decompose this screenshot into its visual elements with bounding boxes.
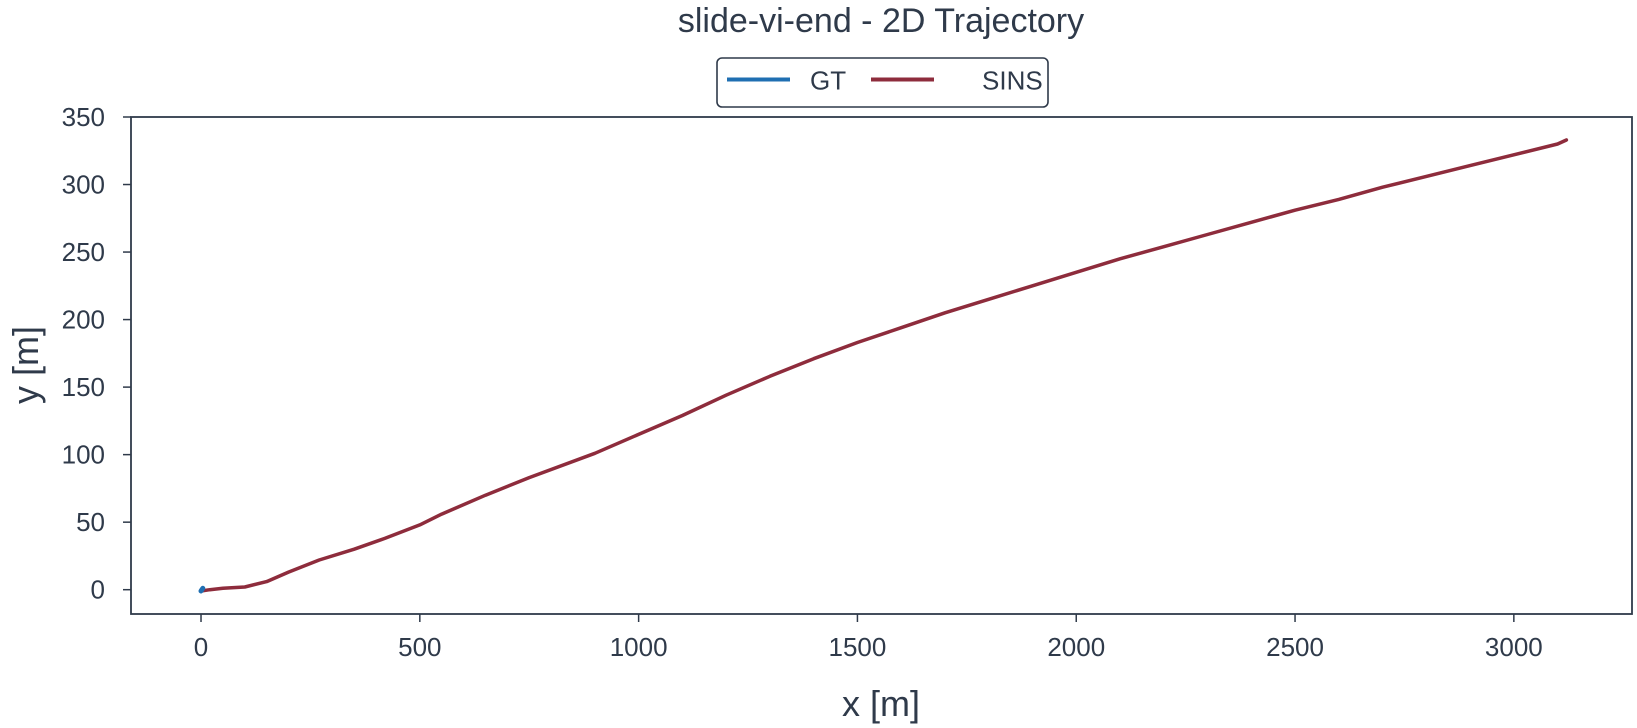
y-tick-label: 200 [62,305,105,335]
x-axis: 0 500 1000 1500 2000 2500 3000 [194,614,1543,662]
y-tick-label: 150 [62,372,105,402]
y-axis-label: y [m] [5,326,46,404]
x-tick-label: 0 [194,632,208,662]
x-tick-label: 1000 [610,632,668,662]
y-tick-label: 250 [62,237,105,267]
y-tick-label: 350 [62,102,105,132]
y-tick-label: 50 [76,507,105,537]
legend-box [716,57,1049,108]
legend-label-gt: GT [810,66,846,96]
x-tick-label: 2000 [1047,632,1105,662]
series-layer [198,138,1569,594]
x-tick-label: 1500 [829,632,887,662]
chart-title: slide-vi-end - 2D Trajectory [678,2,1084,40]
y-axis: 0 50 100 150 200 250 300 350 [62,102,131,605]
y-tick-label: 0 [91,575,105,605]
legend: GT SINS [716,57,1049,108]
y-tick-label: 300 [62,170,105,200]
series-line-gt [198,585,206,594]
y-tick-label: 100 [62,440,105,470]
legend-label-sins: SINS [982,66,1043,96]
x-tick-label: 3000 [1485,632,1543,662]
series-line-sins [199,138,1569,593]
x-tick-label: 500 [398,632,441,662]
plot-area [130,116,1633,615]
x-tick-label: 2500 [1266,632,1324,662]
x-axis-label: x [m] [842,683,920,724]
